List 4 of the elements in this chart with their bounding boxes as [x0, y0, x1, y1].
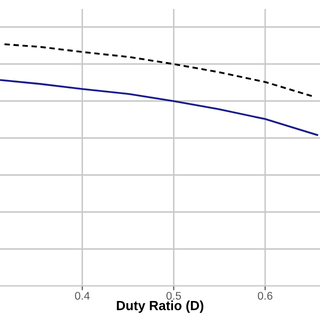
x-tick-label: 0.5: [166, 292, 181, 300]
x-axis-title: Duty Ratio (D): [116, 300, 204, 313]
x-tick-label: 0.4: [75, 292, 90, 300]
x-tick-label: 0.6: [258, 292, 272, 300]
